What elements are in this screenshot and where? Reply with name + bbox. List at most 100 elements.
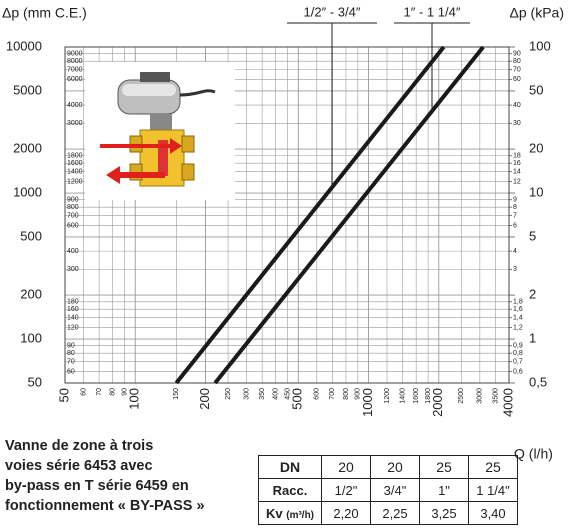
y2-tick-label: 90 bbox=[513, 51, 521, 58]
row-unit: (m³/h) bbox=[286, 510, 314, 521]
x-tick-label: 150 bbox=[173, 388, 180, 400]
x-title-box: Q (l/h) bbox=[508, 440, 568, 470]
x-tick-label: 1200 bbox=[384, 388, 391, 404]
y2-tick-label: 3 bbox=[513, 266, 517, 273]
x-tick-label: 1400 bbox=[399, 388, 406, 404]
illustration bbox=[85, 62, 235, 200]
y2-tick-label: 0,8 bbox=[513, 350, 523, 357]
x-tick-label: 300 bbox=[243, 388, 250, 400]
x-tick-label: 80 bbox=[109, 388, 116, 396]
cell: 1" bbox=[420, 479, 469, 502]
x-tick-label: 60 bbox=[80, 388, 87, 396]
x-tick-label: 70 bbox=[96, 388, 103, 396]
y2-tick-label: 10 bbox=[529, 184, 543, 199]
y2-tick-label: 30 bbox=[513, 120, 521, 127]
y-tick-label: 900 bbox=[67, 197, 79, 204]
y-tick-label: 70 bbox=[67, 359, 75, 366]
cell: 25 bbox=[420, 456, 469, 479]
x-tick-label: 600 bbox=[314, 388, 321, 400]
series-line bbox=[215, 47, 483, 383]
series-label: 1/2″ - 3/4″ bbox=[304, 4, 361, 19]
y-tick-label: 50 bbox=[28, 374, 42, 389]
x-tick-label: 3000 bbox=[477, 388, 484, 404]
y2-tick-label: 1,4 bbox=[513, 315, 523, 322]
y2-tick-label: 9 bbox=[513, 197, 517, 204]
y2-tick-label: 80 bbox=[513, 58, 521, 65]
x-tick-label: 400 bbox=[273, 388, 280, 400]
y2-tick-label: 0,9 bbox=[513, 343, 523, 350]
y2-tick-label: 50 bbox=[529, 82, 543, 97]
y-tick-label: 300 bbox=[67, 266, 79, 273]
cell: 2,25 bbox=[371, 502, 420, 525]
caption: Vanne de zone à trois voies série 6453 a… bbox=[5, 436, 205, 516]
cell: 20 bbox=[371, 456, 420, 479]
x-tick-label: 1600 bbox=[413, 388, 420, 404]
x-tick-label: 250 bbox=[225, 388, 232, 400]
caption-line: fonctionnement « BY-PASS » bbox=[5, 496, 205, 516]
y-tick-label: 160 bbox=[67, 306, 79, 313]
y2-tick-label: 2 bbox=[529, 287, 536, 302]
y2-tick-label: 70 bbox=[513, 66, 521, 73]
x-tick-label: 800 bbox=[343, 388, 350, 400]
y2-tick-label: 60 bbox=[513, 76, 521, 83]
x-tick-label: 900 bbox=[355, 388, 362, 400]
y2-tick-label: 1,6 bbox=[513, 306, 523, 313]
y2-tick-label: 4 bbox=[513, 248, 517, 255]
x-tick-label: 450 bbox=[284, 388, 291, 400]
y2-tick-label: 0,7 bbox=[513, 359, 523, 366]
y-tick-label: 10000 bbox=[6, 38, 42, 53]
caption-line: Vanne de zone à trois bbox=[5, 436, 205, 456]
y2-tick-label: 18 bbox=[513, 153, 521, 160]
x-tick-label: 3500 bbox=[492, 388, 499, 404]
y-tick-label: 8000 bbox=[67, 58, 83, 65]
x-axis-title: Q (l/h) bbox=[514, 446, 553, 462]
y-tick-label: 3000 bbox=[67, 120, 83, 127]
y-tick-label: 180 bbox=[67, 299, 79, 306]
row-label: Kv bbox=[266, 506, 283, 521]
y2-tick-label: 1,8 bbox=[513, 299, 523, 306]
row-label-group: Kv (m³/h) bbox=[259, 502, 322, 525]
x-tick-label: 4000 bbox=[500, 388, 515, 417]
y-tick-label: 500 bbox=[20, 228, 42, 243]
x-tick-label: 200 bbox=[197, 388, 212, 410]
x-tick-label: 350 bbox=[259, 388, 266, 400]
y2-tick-label: 8 bbox=[513, 204, 517, 211]
y2-tick-label: 20 bbox=[529, 141, 543, 156]
spec-table: DN 20 20 25 25 Racc. 1/2" 3/4" 1" 1 1/4"… bbox=[258, 455, 518, 525]
x-tick-label: 100 bbox=[127, 388, 142, 410]
y2-tick-label: 14 bbox=[513, 169, 521, 176]
x-tick-label: 1800 bbox=[425, 388, 432, 404]
y-tick-label: 200 bbox=[20, 287, 42, 302]
y2-tick-label: 0,5 bbox=[529, 374, 547, 389]
y-tick-label: 700 bbox=[67, 212, 79, 219]
y-tick-label: 2000 bbox=[13, 141, 42, 156]
y2-tick-label: 0,6 bbox=[513, 368, 523, 375]
cell: 20 bbox=[322, 456, 371, 479]
caption-line: by-pass en T série 6459 en bbox=[5, 476, 205, 496]
cell: 2,20 bbox=[322, 502, 371, 525]
page: Δp (mm C.E.) Δp (kPa) 501002005001000200… bbox=[0, 0, 568, 532]
y2-tick-label: 1,2 bbox=[513, 324, 523, 331]
y-tick-label: 6000 bbox=[67, 76, 83, 83]
cell: 1/2" bbox=[322, 479, 371, 502]
y2-tick-label: 6 bbox=[513, 222, 517, 229]
y-tick-label: 1800 bbox=[67, 153, 83, 160]
x-tick-label: 90 bbox=[121, 388, 128, 396]
caption-line: voies série 6453 avec bbox=[5, 456, 205, 476]
x-tick-label: 700 bbox=[329, 388, 336, 400]
x-tick-label: 2500 bbox=[458, 388, 465, 404]
y-tick-label: 800 bbox=[67, 204, 79, 211]
y-tick-label: 7000 bbox=[67, 66, 83, 73]
y2-tick-label: 12 bbox=[513, 178, 521, 185]
x-tick-label: 2000 bbox=[430, 388, 445, 417]
x-tick-label: 500 bbox=[290, 388, 305, 410]
y-tick-label: 80 bbox=[67, 350, 75, 357]
cell: 1 1/4" bbox=[469, 479, 518, 502]
y-axis-title: Δp (mm C.E.) bbox=[2, 5, 87, 21]
cell: 3,25 bbox=[420, 502, 469, 525]
y-tick-label: 4000 bbox=[67, 102, 83, 109]
y-tick-label: 1200 bbox=[67, 178, 83, 185]
y-tick-label: 120 bbox=[67, 324, 79, 331]
y2-tick-label: 40 bbox=[513, 102, 521, 109]
